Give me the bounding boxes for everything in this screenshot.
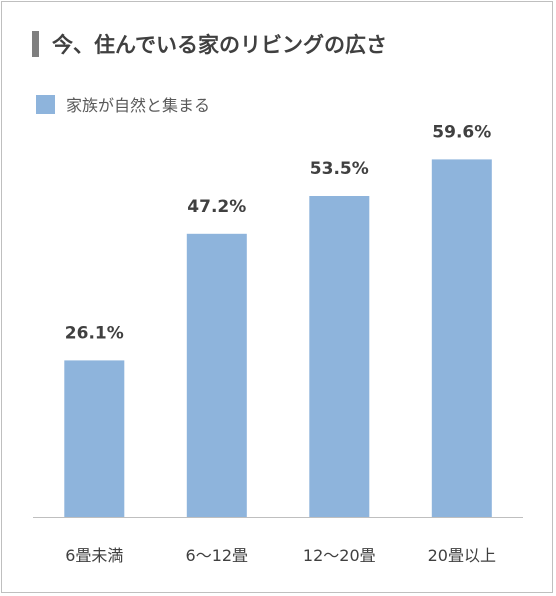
data-label-4: 59.6% [432, 122, 491, 142]
legend: 家族が自然と集まる [36, 92, 210, 116]
data-label-2: 47.2% [187, 197, 246, 217]
data-label-3: 53.5% [310, 159, 369, 179]
bar-2 [186, 233, 247, 518]
data-label-1: 26.1% [65, 323, 124, 343]
chart-title-row: 今、住んでいる家のリビングの広さ [32, 28, 387, 60]
x-tick-label-3: 12～20畳 [303, 546, 376, 565]
legend-label: 家族が自然と集まる [66, 96, 211, 115]
legend-swatch [36, 94, 55, 114]
bar-4 [431, 159, 492, 517]
chart-title: 今、住んでいる家のリビングの広さ [52, 33, 387, 57]
bar-3 [309, 196, 370, 517]
x-tick-label-1: 6畳未満 [65, 546, 123, 565]
title-marker [32, 31, 39, 57]
x-tick-label-4: 20畳以上 [428, 546, 496, 565]
x-tick-label-2: 6～12畳 [186, 546, 249, 565]
bar-1 [64, 360, 125, 517]
